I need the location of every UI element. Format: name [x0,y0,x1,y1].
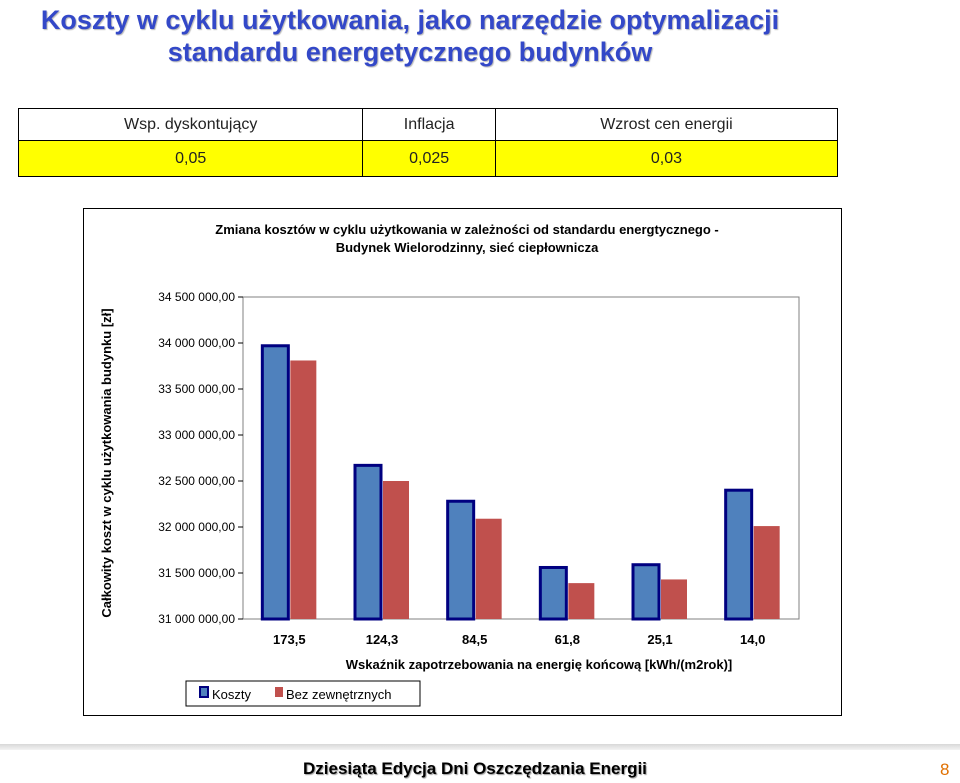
legend-box [185,680,421,707]
footer-divider [0,744,960,750]
parameters-value-row: 0,05 0,025 0,03 [17,140,839,177]
chart-container: Zmiana kosztów w cyklu użytkowania w zal… [83,208,842,716]
bar-koszty [631,563,661,621]
y-tick-label: 34 000 000,00 [158,336,235,350]
page-number: 8 [940,760,950,779]
bar-chart: Zmiana kosztów w cyklu użytkowania w zal… [99,222,800,707]
x-tick-label: 84,5 [462,632,487,647]
value-discount-rate: 0,05 [17,140,364,177]
bar-koszty [538,565,568,621]
x-tick-label: 25,1 [647,632,672,647]
bar-koszty [446,499,476,621]
legend-label-koszty: Koszty [212,687,252,702]
header-discount-rate: Wsp. dyskontujący [17,108,364,141]
y-tick-label: 34 500 000,00 [158,290,235,304]
x-tick-label: 173,5 [273,632,306,647]
bar-bez-zewnetrznych [568,583,595,619]
y-tick-label: 31 500 000,00 [158,566,235,580]
parameters-table: Wsp. dyskontujący Inflacja Wzrost cen en… [17,108,839,177]
legend-swatch-bez-zewnetrznych [275,687,283,697]
bar-koszty [724,488,754,621]
legend-label-bez-zewnetrznych: Bez zewnętrznych [286,687,392,702]
y-tick-label: 32 000 000,00 [158,520,235,534]
value-energy-price-growth: 0,03 [494,140,839,177]
bar-bez-zewnetrznych [290,360,317,619]
x-tick-label: 124,3 [366,632,399,647]
bar-bez-zewnetrznych [383,481,409,619]
value-inflation: 0,025 [362,140,496,177]
parameters-header-row: Wsp. dyskontujący Inflacja Wzrost cen en… [17,108,839,141]
bar-koszty [353,463,383,621]
bar-koszty [260,344,290,621]
header-inflation: Inflacja [362,108,496,141]
footer-text: Dziesiąta Edycja Dni Oszczędzania Energi… [303,759,647,778]
chart-title: Zmiana kosztów w cyklu użytkowania w zal… [215,222,719,255]
y-tick-label: 32 500 000,00 [158,474,235,488]
bar-bez-zewnetrznych [661,579,687,619]
y-tick-label: 33 500 000,00 [158,382,235,396]
slide-title: Koszty w cyklu użytkowania, jako narzędz… [0,4,820,68]
legend-swatch-koszty [199,686,209,698]
x-axis-label: Wskaźnik zapotrzebowania na energię końc… [346,657,732,672]
header-energy-price-growth: Wzrost cen energii [494,108,839,141]
y-tick-label: 31 000 000,00 [158,612,235,626]
bar-bez-zewnetrznych [475,518,502,619]
plot-area [242,296,800,620]
slide-title-line2: standardu energetycznego budynków [167,37,653,67]
x-tick-label: 14,0 [740,632,765,647]
x-tick-label: 61,8 [555,632,580,647]
slide-title-line1: Koszty w cyklu użytkowania, jako narzędz… [40,5,780,35]
y-axis-label: Całkowity koszt w cyklu użytkowania budy… [99,308,114,617]
y-tick-label: 33 000 000,00 [158,428,235,442]
bar-bez-zewnetrznych [753,526,780,619]
